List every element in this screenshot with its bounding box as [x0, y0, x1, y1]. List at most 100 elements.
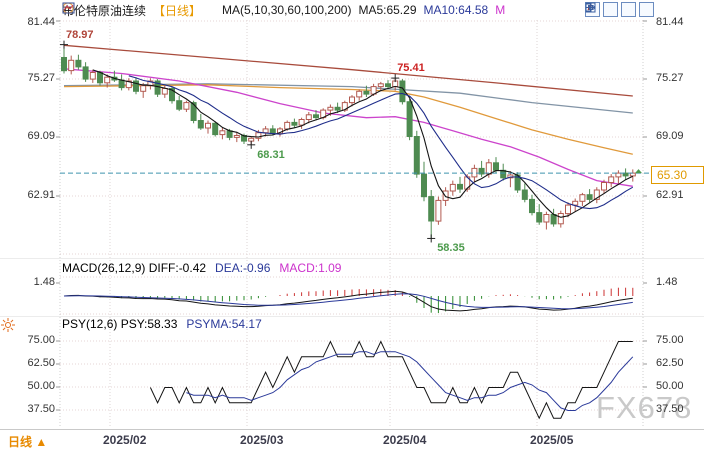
psyma-value: PSYMA:54.17 — [186, 317, 262, 331]
candle-body — [248, 137, 255, 142]
chart-header: 布伦特原油连续 【日线】 MA(5,10,30,60,100,200) MA5:… — [62, 2, 505, 18]
candle-body — [269, 128, 276, 135]
candle-body — [543, 214, 550, 223]
psy-axis-label: 62.50 — [656, 357, 684, 369]
candle-body — [622, 172, 629, 177]
candle-body — [399, 80, 406, 103]
candle-body — [485, 162, 492, 175]
instrument-title: 布伦特原油连续 — [62, 3, 147, 18]
psy-label-row: PSY(12,6) PSY:58.33 PSYMA:54.17 — [62, 317, 262, 331]
psy-axis-label: 62.50 — [27, 357, 55, 369]
macd-axis-label: 1.48 — [33, 276, 55, 288]
period-tag: 【日线】 — [153, 3, 202, 18]
candle-body — [615, 172, 622, 178]
candle-body — [89, 72, 96, 80]
candle-body — [557, 213, 564, 225]
candle-body — [572, 200, 579, 206]
settings-icon[interactable] — [1, 318, 15, 332]
psy-params-value: PSY(12,6) PSY:58.33 — [62, 317, 178, 331]
candle-body — [457, 183, 463, 190]
candle-body — [82, 66, 89, 80]
candle-body — [140, 85, 147, 92]
candle-body — [219, 130, 226, 136]
candle-body — [435, 199, 442, 222]
candle-body — [313, 114, 319, 119]
candle-body — [161, 88, 168, 95]
candle-body — [205, 122, 211, 129]
price-axis-label: 81.44 — [27, 16, 55, 28]
candle-body — [183, 102, 190, 110]
price-axis-label: 81.44 — [656, 16, 684, 28]
candle-body — [550, 214, 557, 225]
macd-label-row: MACD(26,12,9) DIFF:-0.42 DEA:-0.96 MACD:… — [62, 261, 341, 275]
candle-body — [608, 176, 615, 183]
candle-body — [377, 83, 384, 88]
price-axis-label: 75.27 — [656, 72, 684, 84]
bottom-axis-bar — [0, 429, 704, 452]
price-annotation: 75.41 — [397, 62, 425, 75]
candle-body — [428, 196, 435, 222]
candle-body — [421, 173, 427, 198]
candle-body — [449, 183, 456, 192]
period-up-arrow: ▲ — [35, 435, 48, 449]
period-selector[interactable]: 日线 ▲ — [8, 433, 47, 450]
candle-body — [284, 121, 291, 130]
candle-body — [565, 204, 571, 215]
chart-toolbar — [585, 2, 654, 17]
date-axis-label: 2025/04 — [383, 433, 427, 447]
psy-axis-label: 37.50 — [27, 403, 55, 415]
candle-body — [363, 90, 370, 95]
candle-body — [118, 79, 125, 89]
candle-body — [334, 106, 341, 111]
candle-body — [197, 120, 204, 129]
candle-body — [262, 128, 269, 134]
candle-body — [61, 57, 67, 72]
candle-body — [327, 106, 334, 111]
candle-body — [579, 194, 586, 202]
ma-params-label: MA(5,10,30,60,100,200) — [222, 3, 352, 17]
ma10-value: MA10:64.58 — [423, 3, 489, 17]
export-icon[interactable] — [585, 2, 654, 17]
ma-line-ma200 — [63, 44, 633, 97]
psy-axis-label: 75.00 — [27, 334, 55, 346]
candle-body — [75, 59, 82, 68]
ma-line-ma10 — [128, 75, 634, 210]
candle-body — [212, 122, 219, 136]
price-annotation: 68.31 — [257, 148, 285, 161]
date-axis-label: 2025/02 — [103, 433, 147, 447]
macd-dea-value: DEA:-0.96 — [215, 261, 271, 275]
candle-body — [478, 167, 485, 175]
candle-body — [97, 72, 103, 84]
fit-range-icon[interactable] — [585, 2, 618, 17]
candle-body — [507, 174, 514, 179]
candle-body — [413, 136, 420, 175]
period-label: 日线 — [8, 435, 33, 449]
candle-body — [133, 80, 139, 92]
price-axis-label: 75.27 — [27, 72, 55, 84]
latest-price-marker — [635, 169, 642, 174]
candle-body — [356, 90, 363, 98]
candle-body — [593, 189, 600, 200]
macd-hist-value: MACD:1.09 — [279, 261, 342, 275]
psy-axis-label: 37.50 — [656, 403, 684, 415]
candle-body — [125, 80, 132, 89]
price-annotation: 78.97 — [66, 28, 94, 41]
ma-line-ma5 — [92, 69, 634, 218]
price-annotation: 58.35 — [437, 242, 465, 255]
candle-body — [529, 198, 535, 214]
candle-body — [298, 119, 305, 126]
watermark: FX678 — [596, 390, 693, 425]
candle-body — [233, 135, 240, 138]
macd-params-diff: MACD(26,12,9) DIFF:-0.42 — [62, 261, 207, 275]
psy-axis-label: 50.00 — [27, 380, 55, 392]
macd-axis-label: 1.48 — [656, 276, 678, 288]
price-axis-label: 62.91 — [27, 189, 55, 201]
candle-body — [291, 121, 298, 126]
psy-line — [149, 340, 633, 420]
candle-body — [305, 114, 312, 121]
play-range-icon[interactable] — [585, 2, 636, 17]
candle-body — [190, 102, 197, 121]
candle-body — [536, 212, 543, 223]
